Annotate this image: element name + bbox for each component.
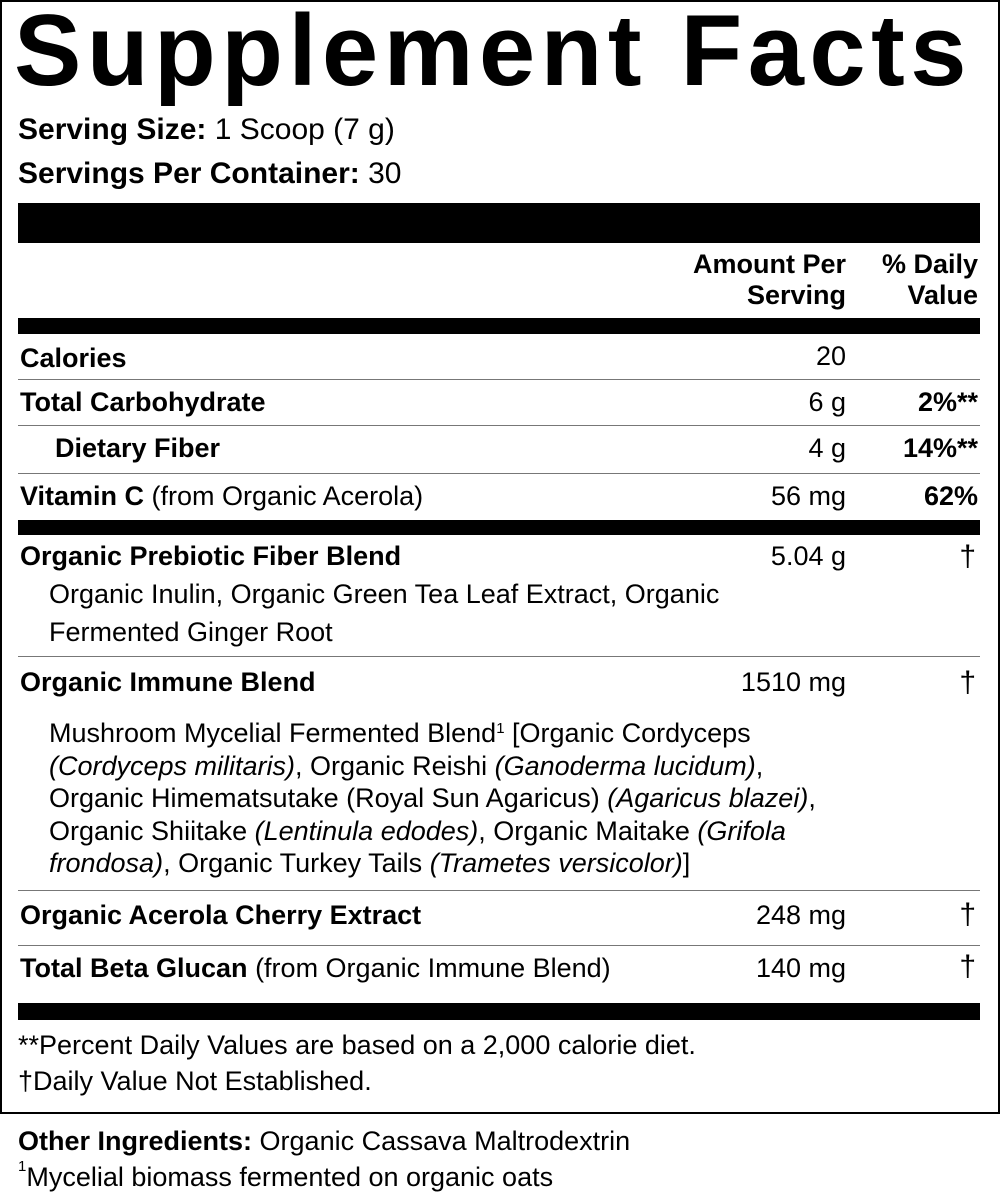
other-ingredients-label: Other Ingredients: (18, 1126, 253, 1156)
row-amount: 140 mg (755, 953, 846, 983)
dagger-mark: † (18, 1066, 34, 1096)
row-amount: 20 (815, 341, 846, 371)
row-name: Calories (20, 343, 127, 373)
row-name: Organic Prebiotic Fiber Blend (20, 541, 402, 571)
row-amount: 4 g (808, 433, 846, 463)
row-divider (18, 656, 980, 657)
thick-divider (18, 1003, 980, 1020)
row-divider (18, 473, 980, 474)
row-note: (from Organic Immune Blend) (255, 953, 611, 983)
serving-size-value: 1 Scoop (7 g) (214, 113, 395, 146)
row-dv: 2%** (917, 387, 978, 417)
text: , Organic Reishi (295, 750, 495, 781)
blend-ingredients: Organic Inulin, Organic Green Tea Leaf E… (49, 579, 720, 609)
row-amount: 56 mg (770, 481, 846, 511)
row-amount: 248 mg (755, 900, 846, 930)
thick-divider (18, 203, 980, 243)
daily-value-header: % Daily Value (882, 249, 978, 311)
row-note: (from Organic Acerola) (151, 481, 424, 511)
supplement-facts-panel (0, 0, 1000, 1114)
text: , Organic Maitake (478, 815, 698, 846)
mycelial-footnote: 1Mycelial biomass fermented on organic o… (18, 1158, 554, 1193)
text: Mycelial biomass fermented on organic oa… (26, 1162, 554, 1192)
row-name: Total Carbohydrate (20, 387, 266, 417)
row-divider (18, 890, 980, 891)
header-line: Serving (746, 280, 846, 310)
row-amount: 5.04 g (770, 541, 846, 571)
latin-name: frondosa) (49, 848, 164, 878)
serving-size: Serving Size: 1 Scoop (7 g) (18, 113, 395, 147)
latin-name: (Lentinula edodes) (254, 815, 479, 846)
text: [Organic Cordyceps (504, 718, 751, 748)
row-name: Organic Immune Blend (20, 667, 316, 697)
dagger-mark: † (959, 950, 976, 983)
latin-name: (Grifola (697, 815, 786, 846)
other-ingredients: Other Ingredients: Organic Cassava Maltr… (18, 1126, 630, 1157)
latin-name: (Ganoderma lucidum) (494, 750, 756, 781)
thick-divider (18, 318, 980, 334)
header-line: Value (907, 280, 978, 310)
text: Organic Himematsutake (Royal Sun Agaricu… (49, 783, 608, 813)
text: , (808, 783, 816, 813)
row-name-bold: Total Beta Glucan (20, 953, 248, 983)
text: , Organic Turkey Tails (163, 848, 430, 878)
row-amount: 1510 mg (740, 667, 846, 697)
footnote-mark: 1 (18, 1158, 27, 1175)
row-name: Dietary Fiber (55, 433, 221, 463)
row-dv: 14%** (902, 433, 978, 463)
text: ] (682, 848, 691, 878)
footnote-ref: 1 (496, 720, 505, 737)
not-established-footnote: †Daily Value Not Established. (18, 1066, 372, 1097)
row-name-bold: Vitamin C (20, 481, 145, 511)
row-name: Vitamin C (from Organic Acerola) (20, 481, 423, 512)
latin-name: (Cordyceps militaris) (49, 750, 296, 781)
header-line: % Daily (881, 249, 978, 279)
panel-title: Supplement Facts (14, 0, 972, 107)
text: Mushroom Mycelial Fermented Blend (49, 718, 497, 748)
dv-basis-footnote: **Percent Daily Values are based on a 2,… (18, 1030, 696, 1060)
row-divider (18, 945, 980, 946)
amount-per-serving-header: Amount Per Serving (693, 249, 846, 311)
serving-size-label: Serving Size: (18, 113, 207, 146)
header-line: Amount Per (692, 249, 846, 279)
servings-per-container: Servings Per Container: 30 (18, 157, 401, 191)
dagger-mark: † (959, 540, 976, 573)
text: , (755, 750, 764, 781)
dagger-mark: † (959, 898, 976, 931)
blend-ingredients: Mushroom Mycelial Fermented Blend1 [Orga… (49, 717, 816, 880)
other-ingredients-value: Organic Cassava Maltrodextrin (259, 1126, 631, 1156)
row-name: Total Beta Glucan (from Organic Immune B… (20, 953, 611, 984)
row-dv: 62% (923, 481, 978, 511)
servings-per-container-value: 30 (368, 157, 402, 190)
text: Organic Shiitake (49, 815, 255, 846)
blend-ingredients: Fermented Ginger Root (49, 617, 333, 647)
row-amount: 6 g (808, 387, 846, 417)
row-divider (18, 379, 980, 380)
dagger-mark: † (959, 666, 976, 699)
servings-per-container-label: Servings Per Container: (18, 157, 360, 190)
row-name: Organic Acerola Cherry Extract (20, 900, 422, 930)
latin-name: (Agaricus blazei) (607, 783, 809, 813)
thick-divider (18, 520, 980, 535)
text: Daily Value Not Established. (33, 1066, 372, 1096)
row-divider (18, 425, 980, 426)
latin-name: (Trametes versicolor) (429, 848, 683, 878)
